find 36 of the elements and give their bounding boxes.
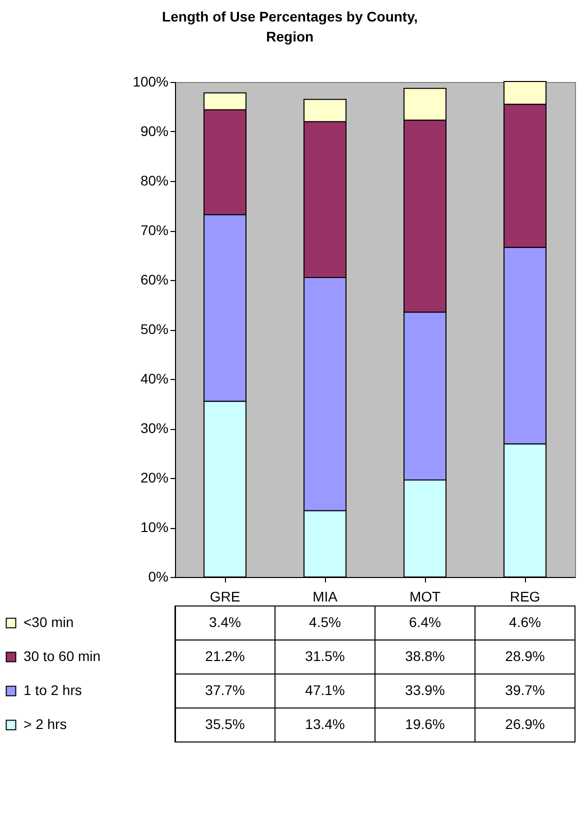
x-tick-label: MOT xyxy=(409,588,441,604)
x-tick-label: MIA xyxy=(312,588,338,604)
y-tick-label: 90% xyxy=(140,123,168,139)
data-label: 28.9% xyxy=(505,648,545,664)
y-tick-label: 70% xyxy=(140,222,168,238)
y-tick-label: 10% xyxy=(140,519,168,535)
y-tick-label: 60% xyxy=(140,272,168,288)
y-tick-label: 100% xyxy=(132,74,168,90)
y-tick-label: 80% xyxy=(140,172,168,188)
data-label: 3.4% xyxy=(209,614,241,630)
x-tick-label: REG xyxy=(510,588,540,604)
legend-label: <30 min xyxy=(24,614,74,630)
data-label: 26.9% xyxy=(505,716,545,732)
legend-label: 30 to 60 min xyxy=(24,648,101,664)
data-label: 37.7% xyxy=(205,682,245,698)
data-label: 4.5% xyxy=(309,614,341,630)
y-tick-label: 0% xyxy=(148,568,168,584)
data-label: 38.8% xyxy=(405,648,445,664)
data-label: 21.2% xyxy=(205,648,245,664)
data-label: 31.5% xyxy=(305,648,345,664)
data-label: 4.6% xyxy=(509,614,541,630)
y-tick-label: 40% xyxy=(140,370,168,386)
legend-label: 1 to 2 hrs xyxy=(24,682,82,698)
y-tick-label: 30% xyxy=(140,420,168,436)
y-tick-label: 50% xyxy=(140,321,168,337)
data-label: 47.1% xyxy=(305,682,345,698)
chart-title: Length of Use Percentages by County, Region xyxy=(162,8,418,44)
data-label: 13.4% xyxy=(305,716,345,732)
legend-label: > 2 hrs xyxy=(24,716,67,732)
data-label: 33.9% xyxy=(405,682,445,698)
data-label: 39.7% xyxy=(505,682,545,698)
data-label: 19.6% xyxy=(405,716,445,732)
y-tick-label: 20% xyxy=(140,470,168,486)
x-tick-label: GRE xyxy=(210,588,240,604)
data-label: 35.5% xyxy=(205,716,245,732)
data-label: 6.4% xyxy=(409,614,441,630)
